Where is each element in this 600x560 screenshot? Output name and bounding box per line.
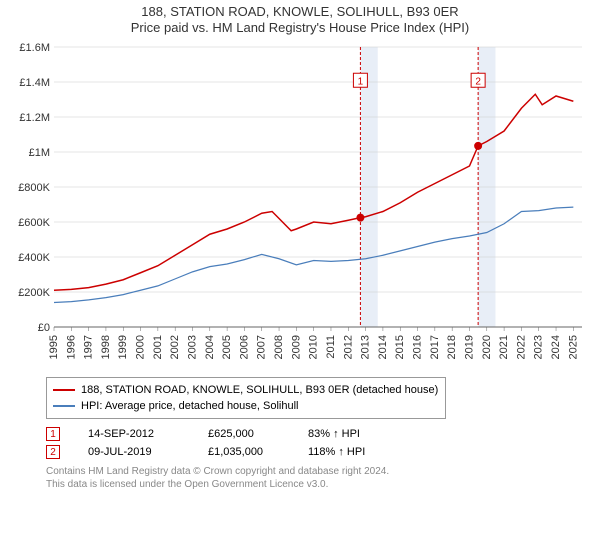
sale-price: £625,000: [208, 428, 308, 440]
x-tick-label: 2004: [204, 335, 216, 359]
sale-hpi: 83% ↑ HPI: [308, 428, 408, 440]
legend-swatch: [53, 405, 75, 407]
y-tick-label: £400K: [18, 252, 50, 264]
x-tick-label: 2003: [186, 335, 198, 359]
y-tick-label: £1M: [29, 147, 50, 159]
sale-badge: 2: [46, 445, 60, 459]
x-tick-label: 2019: [463, 335, 475, 359]
sale-hpi: 118% ↑ HPI: [308, 446, 408, 458]
x-tick-label: 2018: [446, 335, 458, 359]
marker-badge-label: 2: [475, 76, 481, 87]
sale-row: 1 14-SEP-2012£625,00083% ↑ HPI: [46, 427, 592, 441]
legend-label: HPI: Average price, detached house, Soli…: [81, 398, 299, 414]
y-tick-label: £600K: [18, 217, 50, 229]
sale-price: £1,035,000: [208, 446, 308, 458]
footnote: Contains HM Land Registry data © Crown c…: [46, 465, 592, 491]
x-tick-label: 2017: [429, 335, 441, 359]
line-chart-svg: £0 £200K £400K £600K £800K £1M £1.2M £1.4M £1.6M…: [8, 41, 592, 371]
y-tick-label: £1.4M: [19, 77, 50, 89]
y-tick-label: £200K: [18, 287, 50, 299]
legend-swatch: [53, 389, 75, 391]
sale-point: [356, 214, 364, 222]
legend-label: 188, STATION ROAD, KNOWLE, SOLIHULL, B93…: [81, 382, 438, 398]
y-tick-label: £800K: [18, 182, 50, 194]
x-tick-label: 2015: [394, 335, 406, 359]
x-tick-label: 2006: [238, 335, 250, 359]
x-tick-label: 1995: [48, 335, 60, 359]
title-block: 188, STATION ROAD, KNOWLE, SOLIHULL, B93…: [0, 0, 600, 35]
x-tick-label: 2008: [273, 335, 285, 359]
x-tick-label: 2013: [360, 335, 372, 359]
y-tick-label: £1.2M: [19, 112, 50, 124]
x-tick-label: 2007: [256, 335, 268, 359]
y-tick-label: £1.6M: [19, 42, 50, 54]
x-tick-label: 2002: [169, 335, 181, 359]
x-tick-label: 1999: [117, 335, 129, 359]
legend: 188, STATION ROAD, KNOWLE, SOLIHULL, B93…: [46, 377, 446, 419]
x-tick-label: 2011: [325, 335, 337, 359]
footnote-line1: Contains HM Land Registry data © Crown c…: [46, 465, 592, 478]
x-tick-label: 2023: [533, 335, 545, 359]
sale-row: 2 09-JUL-2019£1,035,000118% ↑ HPI: [46, 445, 592, 459]
x-tick-label: 1996: [65, 335, 77, 359]
x-tick-label: 2010: [308, 335, 320, 359]
chart-container: 188, STATION ROAD, KNOWLE, SOLIHULL, B93…: [0, 0, 600, 491]
footnote-line2: This data is licensed under the Open Gov…: [46, 478, 592, 491]
x-tick-label: 2005: [221, 335, 233, 359]
x-tick-label: 2022: [515, 335, 527, 359]
sale-badge: 1: [46, 427, 60, 441]
chart-area: £0 £200K £400K £600K £800K £1M £1.2M £1.4M £1.6M…: [8, 41, 592, 371]
x-tick-label: 2021: [498, 335, 510, 359]
x-tick-label: 2014: [377, 335, 389, 359]
title-address: 188, STATION ROAD, KNOWLE, SOLIHULL, B93…: [0, 4, 600, 19]
marker-badge-label: 1: [358, 76, 364, 87]
sales-table: 1 14-SEP-2012£625,00083% ↑ HPI 2 09-JUL-201…: [46, 427, 592, 459]
title-subtitle: Price paid vs. HM Land Registry's House …: [0, 20, 600, 35]
x-tick-label: 2009: [290, 335, 302, 359]
x-tick-label: 2000: [135, 335, 147, 359]
x-tick-label: 2025: [567, 335, 579, 359]
x-tick-label: 2016: [412, 335, 424, 359]
sale-date: 14-SEP-2012: [88, 428, 208, 440]
x-tick-label: 2024: [550, 335, 562, 359]
x-tick-label: 1998: [100, 335, 112, 359]
sale-point: [474, 142, 482, 150]
x-tick-label: 2020: [481, 335, 493, 359]
legend-item: 188, STATION ROAD, KNOWLE, SOLIHULL, B93…: [53, 382, 439, 398]
y-tick-label: £0: [38, 322, 50, 334]
x-tick-label: 2012: [342, 335, 354, 359]
sale-date: 09-JUL-2019: [88, 446, 208, 458]
x-tick-label: 2001: [152, 335, 164, 359]
legend-item: HPI: Average price, detached house, Soli…: [53, 398, 439, 414]
x-tick-label: 1997: [83, 335, 95, 359]
